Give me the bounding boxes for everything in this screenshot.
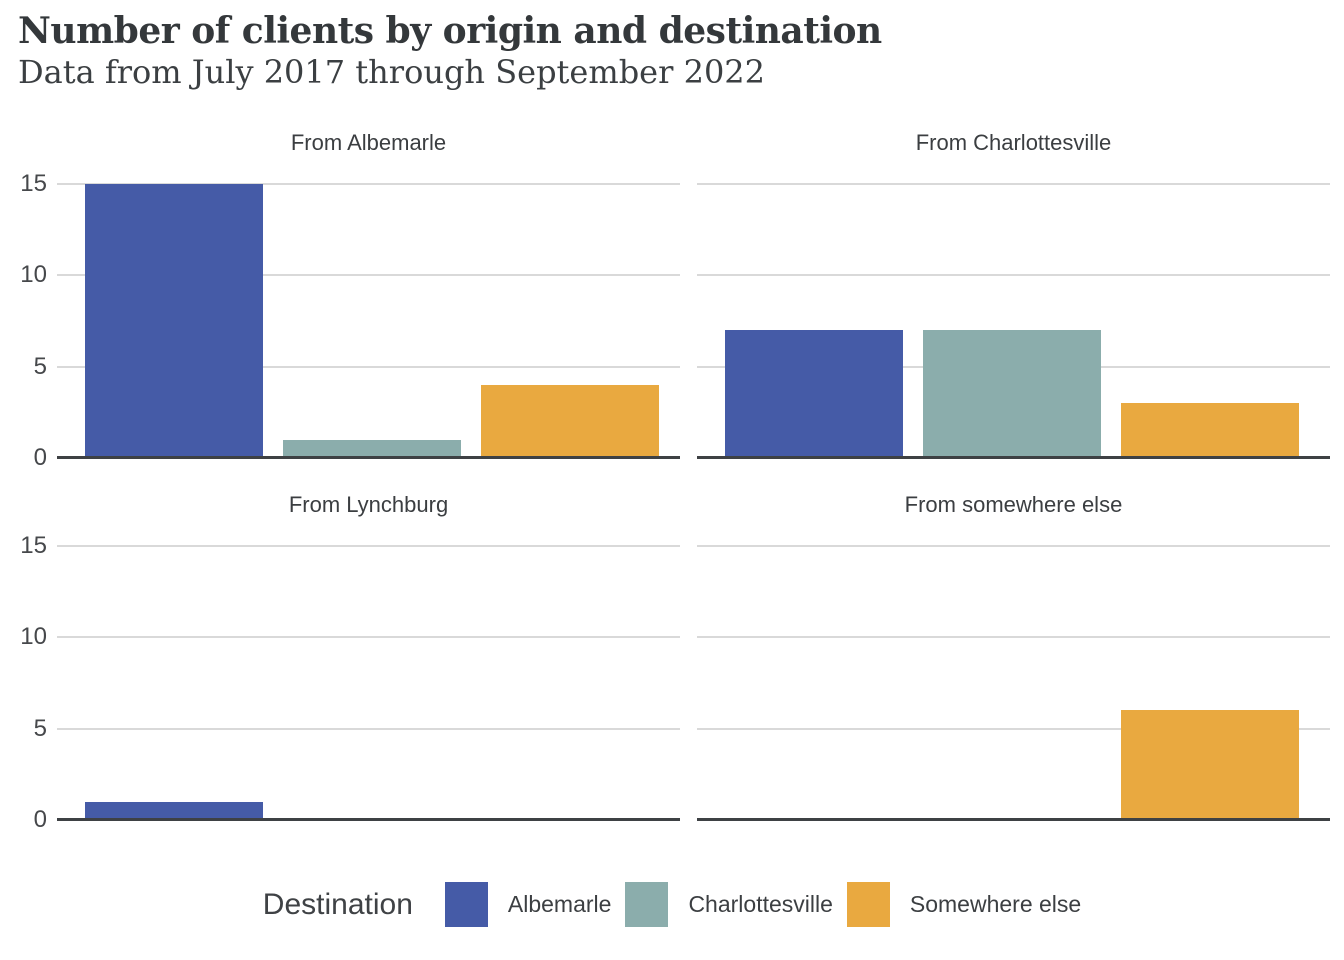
legend-swatch-somewhere-else (846, 882, 890, 928)
facet-from-charlottesville: From Charlottesville (690, 108, 1344, 460)
gridline-5 (697, 727, 1330, 730)
y-tick-label-5: 5 (33, 714, 47, 742)
y-tick-label-10: 10 (20, 623, 47, 651)
gridline-10 (57, 274, 680, 277)
chart-title: Number of clients by origin and destinat… (18, 10, 882, 52)
facet-panel-from-somewhere-else (697, 530, 1330, 822)
bar-somewhere-else (1121, 710, 1299, 821)
gridline-15 (57, 545, 680, 548)
bar-somewhere-else (1121, 403, 1299, 459)
facet-title-from-somewhere-else: From somewhere else (904, 492, 1123, 518)
legend-label-albemarle: Albemarle (507, 891, 612, 918)
y-tick-label-15: 15 (20, 532, 47, 560)
bar-somewhere-else (481, 385, 659, 459)
bar-albemarle (85, 184, 263, 459)
gridline-15 (697, 545, 1330, 548)
legend-swatch-charlottesville (625, 882, 669, 928)
legend: Destination Albemarle Charlottesville Some… (0, 882, 1344, 928)
y-tick-label-0: 0 (33, 444, 47, 472)
legend-title: Destination (262, 887, 413, 921)
gridline-10 (57, 636, 680, 639)
chart-subtitle: Data from July 2017 through September 20… (18, 53, 766, 92)
facet-panel-from-lynchburg: 0 5 10 15 (20, 530, 680, 833)
gridline-15 (697, 183, 1330, 186)
bar-charlottesville (283, 439, 461, 459)
facet-panel-from-albemarle: 0 5 10 15 (20, 168, 680, 471)
facet-from-lynchburg: From Lynchburg 0 5 10 15 (0, 470, 690, 833)
legend-entry-somewhere-else: Somewhere else (846, 882, 1082, 928)
chart-header: Number of clients by origin and destinat… (0, 0, 1344, 94)
facet-from-somewhere-else: From somewhere else (690, 470, 1344, 822)
facet-panel-from-charlottesville (697, 168, 1330, 460)
x-axis-line (697, 818, 1330, 822)
bar-albemarle (725, 330, 903, 459)
facet-title-from-charlottesville: From Charlottesville (915, 130, 1112, 156)
y-tick-label-5: 5 (33, 352, 47, 380)
bar-charlottesville (923, 330, 1101, 459)
gridline-5 (57, 727, 680, 730)
y-tick-label-0: 0 (33, 806, 47, 834)
facet-from-albemarle: From Albemarle 0 5 10 15 (0, 108, 690, 471)
y-tick-label-15: 15 (20, 170, 47, 198)
x-axis-line (57, 818, 680, 822)
facet-title-from-lynchburg: From Lynchburg (288, 492, 449, 518)
bar-albemarle (85, 801, 263, 821)
gridline-5 (57, 365, 680, 368)
legend-entry-charlottesville: Charlottesville (625, 882, 833, 928)
legend-swatch-albemarle (444, 882, 488, 928)
gridline-10 (697, 274, 1330, 277)
x-axis-line (57, 456, 680, 460)
legend-label-charlottesville: Charlottesville (688, 891, 833, 918)
y-tick-label-10: 10 (20, 261, 47, 289)
gridline-10 (697, 636, 1330, 639)
x-axis-line (697, 456, 1330, 460)
legend-entry-albemarle: Albemarle (444, 882, 612, 928)
gridline-15 (57, 183, 680, 186)
facet-title-from-albemarle: From Albemarle (290, 130, 447, 156)
facet-grid: From Albemarle 0 5 10 15 From Charlottesville… (0, 108, 1344, 833)
legend-entries: Albemarle Charlottesville Somewhere else (431, 882, 1082, 928)
legend-label-somewhere-else: Somewhere else (909, 891, 1082, 918)
